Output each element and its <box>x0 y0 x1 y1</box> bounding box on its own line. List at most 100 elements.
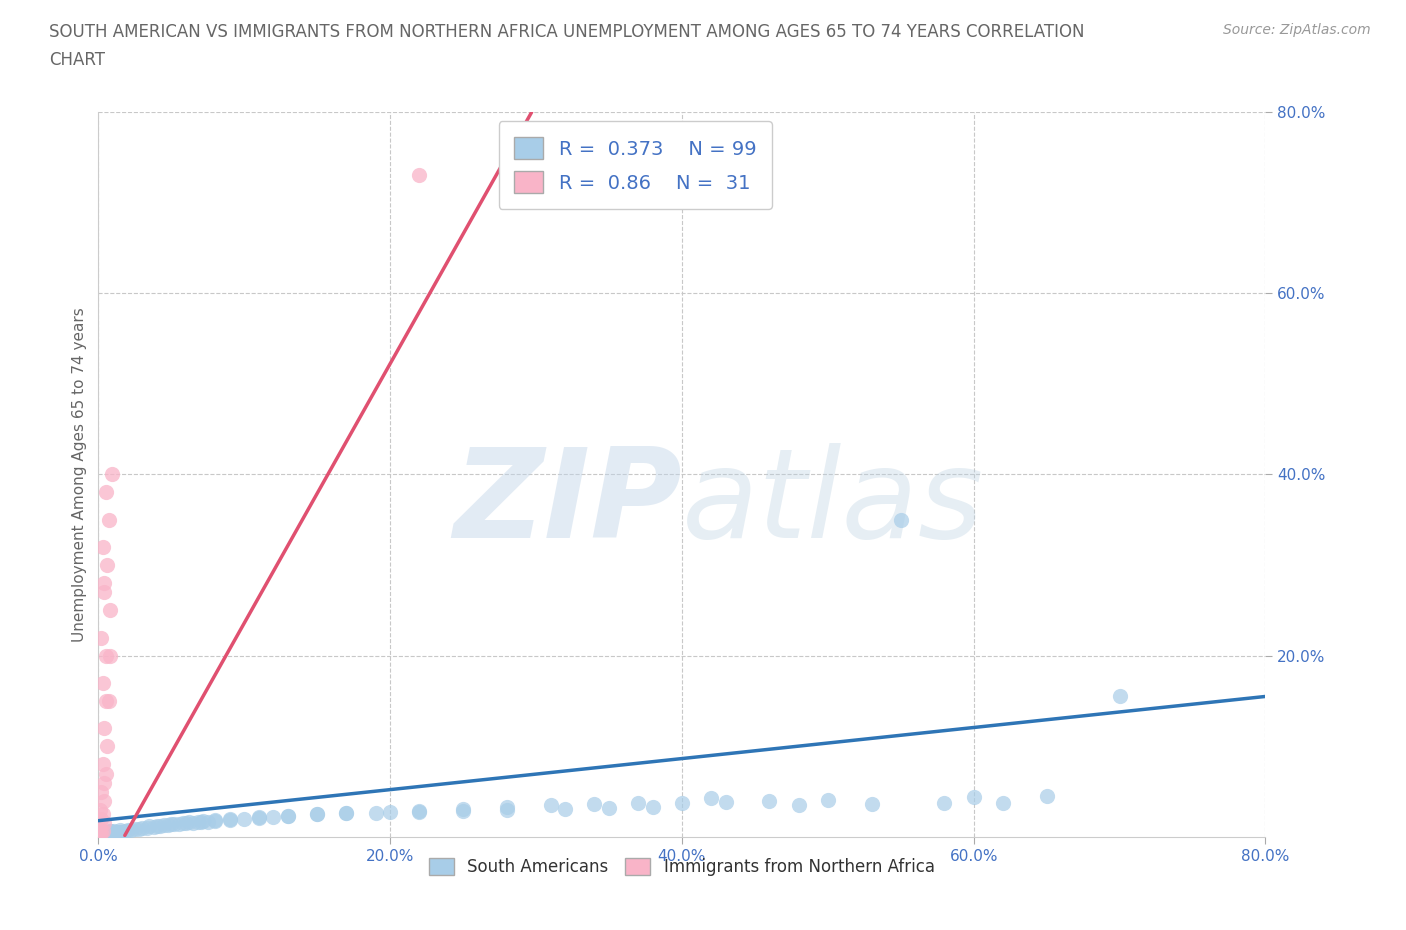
Point <box>105 825 128 840</box>
Point <box>1035 789 1057 804</box>
Point <box>962 790 984 804</box>
Point <box>177 815 200 830</box>
Point <box>91 757 114 772</box>
Point <box>153 817 176 832</box>
Point <box>91 675 114 690</box>
Point <box>540 798 562 813</box>
Point <box>101 825 124 840</box>
Point <box>104 825 127 840</box>
Point <box>364 805 387 820</box>
Point <box>94 828 117 843</box>
Point <box>91 823 114 838</box>
Point <box>817 792 839 807</box>
Point <box>90 811 112 827</box>
Point <box>451 802 474 817</box>
Point <box>100 826 122 841</box>
Point <box>93 828 115 843</box>
Point <box>190 815 212 830</box>
Point <box>277 809 299 824</box>
Point <box>131 820 153 835</box>
Point <box>96 558 118 573</box>
Point <box>124 821 146 836</box>
Point <box>307 807 329 822</box>
Point <box>89 803 111 817</box>
Point <box>204 813 226 828</box>
Point <box>193 813 215 828</box>
Point <box>90 825 112 840</box>
Y-axis label: Unemployment Among Ages 65 to 74 years: Unemployment Among Ages 65 to 74 years <box>72 307 87 642</box>
Point <box>91 539 114 554</box>
Point <box>101 825 124 840</box>
Point <box>97 827 120 842</box>
Point <box>93 827 115 842</box>
Point <box>93 816 115 830</box>
Point <box>100 467 122 482</box>
Point <box>262 810 284 825</box>
Point <box>94 694 117 709</box>
Point <box>247 810 270 825</box>
Point <box>117 822 139 837</box>
Point <box>335 806 357 821</box>
Point <box>91 825 114 840</box>
Point <box>380 804 402 819</box>
Point <box>172 816 194 830</box>
Point <box>96 826 118 841</box>
Point <box>90 631 112 645</box>
Point <box>100 824 122 839</box>
Point <box>93 776 115 790</box>
Point <box>93 793 115 808</box>
Point <box>247 811 270 826</box>
Point <box>96 825 118 840</box>
Point <box>111 824 134 839</box>
Point <box>233 811 256 827</box>
Point <box>408 804 430 818</box>
Point <box>787 798 810 813</box>
Point <box>90 784 112 799</box>
Point <box>890 512 912 527</box>
Point <box>335 806 357 821</box>
Point <box>93 585 115 600</box>
Point <box>93 576 115 591</box>
Point <box>860 797 883 812</box>
Point <box>135 820 157 835</box>
Point <box>758 793 780 808</box>
Point <box>91 826 114 841</box>
Point <box>408 167 430 182</box>
Legend: South Americans, Immigrants from Northern Africa: South Americans, Immigrants from Norther… <box>422 852 942 883</box>
Point <box>714 794 737 809</box>
Point <box>96 828 118 843</box>
Point <box>97 512 120 527</box>
Point <box>700 790 723 805</box>
Point <box>110 822 132 837</box>
Point <box>218 811 240 827</box>
Point <box>90 825 112 840</box>
Point <box>97 824 120 839</box>
Point <box>160 817 183 831</box>
Point <box>598 801 620 816</box>
Point <box>91 827 114 842</box>
Point <box>991 795 1014 810</box>
Point <box>554 802 576 817</box>
Point <box>163 817 186 831</box>
Point <box>128 821 150 836</box>
Point <box>98 603 121 618</box>
Point <box>89 828 111 843</box>
Point <box>204 812 226 827</box>
Point <box>98 823 121 838</box>
Point <box>307 807 329 822</box>
Point <box>89 821 111 836</box>
Point <box>181 816 204 830</box>
Point <box>94 766 117 781</box>
Point <box>94 826 117 841</box>
Point <box>90 826 112 841</box>
Point <box>93 824 115 839</box>
Point <box>496 123 519 138</box>
Point <box>93 721 115 736</box>
Point <box>174 816 197 830</box>
Point <box>277 809 299 824</box>
Point <box>627 796 650 811</box>
Point <box>98 823 121 838</box>
Point <box>496 800 519 815</box>
Text: SOUTH AMERICAN VS IMMIGRANTS FROM NORTHERN AFRICA UNEMPLOYMENT AMONG AGES 65 TO : SOUTH AMERICAN VS IMMIGRANTS FROM NORTHE… <box>49 23 1084 41</box>
Text: Source: ZipAtlas.com: Source: ZipAtlas.com <box>1223 23 1371 37</box>
